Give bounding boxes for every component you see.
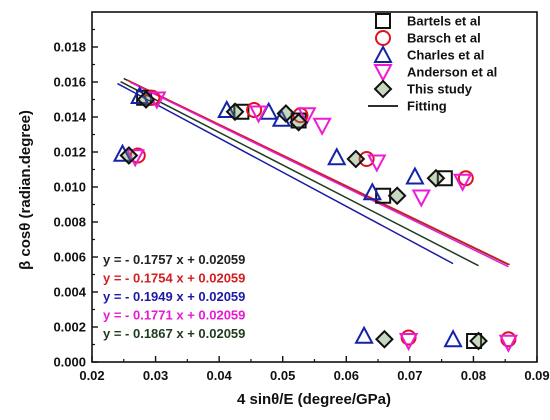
y-tick-label: 0.018 <box>53 40 86 55</box>
data-point-triangle-up <box>327 147 347 166</box>
data-point-diamond <box>375 329 394 349</box>
y-tick-label: 0.010 <box>53 180 86 195</box>
data-point-triangle-down <box>125 149 145 168</box>
y-tick-label: 0.014 <box>53 110 86 125</box>
fit-line <box>126 79 510 266</box>
data-point-diamond <box>426 168 446 188</box>
data-point-triangle-down <box>498 334 519 353</box>
legend: Bartels et al Barsch et al Charles et al An… <box>368 13 497 114</box>
data-point-triangle-up <box>362 182 383 201</box>
data-point-triangle-down <box>452 173 473 192</box>
fit-line <box>120 81 479 267</box>
legend-swatch-triangle-up <box>373 44 393 63</box>
x-axis-ticks: 0.02 0.03 0.04 0.05 0.06 0.07 0.08 0.09 <box>79 356 550 383</box>
data-point-diamond <box>387 186 407 206</box>
legend-swatch-circle <box>375 30 391 46</box>
legend-label: Fitting <box>407 99 447 114</box>
fit-line <box>129 81 509 268</box>
data-point-circle <box>500 331 517 348</box>
data-markers <box>112 85 519 353</box>
y-axis-label: β cosθ (radian.degree) <box>17 110 34 270</box>
fit-equation: y = - 0.1867 x + 0.02059 <box>103 326 245 341</box>
legend-swatch-triangle-down <box>373 64 393 83</box>
data-point-triangle-down <box>411 189 431 208</box>
y-tick-label: 0.004 <box>53 285 86 300</box>
legend-label: This study <box>407 82 473 97</box>
data-point-triangle-down <box>367 154 387 173</box>
x-tick-label: 0.09 <box>524 368 549 383</box>
data-point-diamond <box>346 149 366 169</box>
fit-equation: y = - 0.1754 x + 0.02059 <box>103 271 245 286</box>
y-tick-label: 0.016 <box>53 75 86 90</box>
data-point-triangle-up <box>405 166 425 185</box>
legend-swatch-square <box>375 13 391 29</box>
fit-equations: y = - 0.1757 x + 0.02059 y = - 0.1754 x +… <box>103 252 245 341</box>
data-point-square <box>436 170 453 187</box>
data-point-triangle-up <box>271 108 292 127</box>
x-tick-label: 0.04 <box>206 368 232 383</box>
data-point-diamond <box>469 331 488 351</box>
data-point-circle <box>358 151 375 167</box>
fit-equation: y = - 0.1757 x + 0.02059 <box>103 252 245 267</box>
data-point-diamond <box>276 104 296 123</box>
y-tick-label: 0.008 <box>53 215 86 230</box>
y-tick-label: 0.006 <box>53 250 86 265</box>
data-point-circle <box>246 102 263 118</box>
data-point-triangle-down <box>398 333 419 352</box>
data-point-triangle-down <box>248 105 269 124</box>
legend-label: Charles et al <box>407 48 484 63</box>
legend-swatch-diamond <box>373 79 393 99</box>
data-point-triangle-up <box>217 99 237 118</box>
data-point-triangle-up <box>130 85 150 104</box>
x-tick-label: 0.05 <box>270 368 295 383</box>
data-point-diamond <box>225 102 245 122</box>
fit-lines <box>117 77 510 268</box>
data-point-triangle-up <box>354 325 374 344</box>
x-tick-label: 0.06 <box>334 368 359 383</box>
data-point-square <box>466 333 483 349</box>
data-point-diamond <box>289 112 309 132</box>
fit-line <box>117 82 454 265</box>
x-tick-label: 0.02 <box>79 368 104 383</box>
data-point-triangle-down <box>312 117 332 136</box>
data-point-diamond <box>136 90 156 109</box>
data-point-circle <box>400 329 417 346</box>
data-point-triangle-up <box>443 329 463 348</box>
y-tick-label: 0.000 <box>53 355 86 370</box>
x-tick-label: 0.03 <box>143 368 168 383</box>
x-tick-label: 0.07 <box>397 368 422 383</box>
data-point-triangle-up <box>112 143 133 162</box>
x-axis-label: 4 sinθ/E (degree/GPa) <box>237 391 391 408</box>
data-point-diamond <box>119 146 139 165</box>
y-tick-label: 0.002 <box>53 320 86 335</box>
data-point-square <box>233 103 250 120</box>
legend-label: Bartels et al <box>407 14 481 29</box>
y-tick-label: 0.012 <box>53 145 86 160</box>
legend-label: Barsch et al <box>407 31 481 46</box>
fit-equation: y = - 0.1949 x + 0.02059 <box>103 289 245 304</box>
fit-equation: y = - 0.1771 x + 0.02059 <box>103 308 245 323</box>
legend-label: Anderson et al <box>407 65 497 80</box>
y-axis-ticks: 0.000 0.002 0.004 0.006 0.008 0.010 0.012 0.014… <box>53 28 98 370</box>
data-point-triangle-down <box>297 107 317 126</box>
x-tick-label: 0.08 <box>461 368 486 383</box>
